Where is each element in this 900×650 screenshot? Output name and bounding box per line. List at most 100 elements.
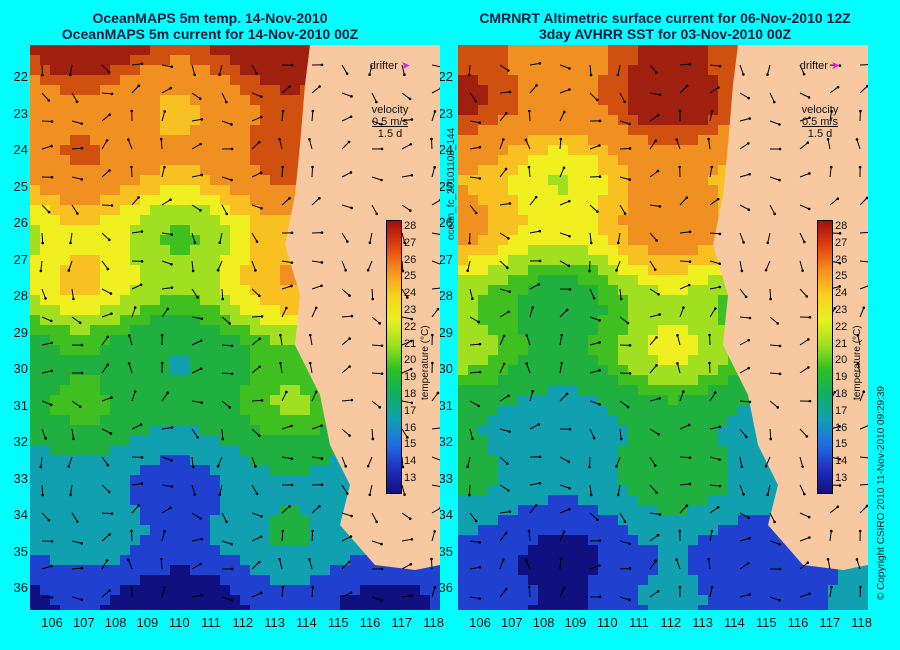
lat-tick-label: 34 [13,507,28,522]
colorbar-tick-label: 26 [404,253,417,266]
lat-tick-label: 36 [13,580,28,595]
colorbar-tick-label: 15 [404,438,417,451]
right-title: CMRNRT Altimetric surface current for 06… [455,10,875,42]
colorbar-tick-label: 17 [404,404,417,417]
right-legend: drifter ➤ velocity 0.5 m/s 1.5 d [770,60,870,140]
colorbar-tick-label: 15 [835,438,848,451]
lat-tick-label: 31 [13,397,28,413]
right-title-line2: 3day AVHRR SST for 03-Nov-2010 00Z [538,26,792,42]
left-colorbar-label: temperature (°C) [420,325,431,400]
colorbar-tick-label: 18 [835,388,848,400]
right-lon-axis: 106 107 108 109 110 111 112 113 114 115 116 117 118 [458,615,872,635]
copyright-text: © Copyright CSIRO 2010 11-Nov-2010 09:29… [876,386,887,600]
lon-tick-label: 112 [232,615,254,630]
lon-tick-label: 108 [532,615,555,630]
lat-tick-label: 27 [438,251,453,267]
lon-tick-label: 109 [564,615,587,630]
lon-tick-label: 116 [787,615,809,630]
lat-tick-label: 35 [13,543,28,559]
lon-tick-label: 114 [724,615,745,630]
colorbar-tick-label: 16 [404,421,417,434]
lat-tick-label: 30 [13,361,28,376]
right-title-line1: CMRNRT Altimetric surface current for 06… [479,10,851,26]
left-lon-axis: 106 107 108 109 110 111 112 113 114 115 116 117 118 [30,615,444,635]
lon-tick-label: 116 [359,615,381,630]
lat-tick-label: 23 [13,105,28,121]
lon-tick-label: 111 [629,615,649,630]
lat-tick-label: 35 [438,543,453,559]
velocity-duration-right: 1.5 d [807,128,833,140]
lon-tick-label: 117 [819,615,841,630]
colorbar-tick-label: 16 [835,421,848,434]
colorbar-tick-label: 21 [835,337,848,350]
colorbar-tick-label: 17 [835,404,848,417]
colorbar-tick-label: 22 [404,320,417,333]
lon-tick-label: 111 [201,615,221,630]
lat-tick-label: 29 [13,324,28,340]
lon-tick-label: 113 [264,615,285,630]
colorbar-tick-label: 24 [835,287,848,300]
velocity-duration: 1.5 d [377,128,403,140]
velocity-speed: 0.5 m/s [371,116,409,128]
lat-tick-label: 36 [438,580,453,595]
colorbar-tick-label: 14 [835,455,848,468]
lat-tick-label: 33 [438,470,453,486]
colorbar-tick-label: 13 [835,472,848,484]
colorbar-tick-label: 13 [404,472,417,484]
left-temperature-map [30,45,440,610]
drifter-icon: ➤ [400,60,411,72]
file-id-text: ocean_fc_20101108_144 [446,127,457,240]
lat-tick-label: 29 [438,324,453,340]
lon-tick-label: 112 [660,615,682,630]
velocity-label: velocity [371,104,409,116]
right-colorbar [817,220,833,494]
colorbar-tick-label: 26 [835,253,848,266]
lon-tick-label: 106 [41,615,63,630]
left-title-line2: OceanMAPS 5m current for 14-Nov-2010 00Z [61,26,359,42]
left-colorbar [386,220,402,494]
lat-tick-label: 28 [438,288,453,303]
lat-tick-label: 30 [438,361,453,376]
velocity-label-right: velocity [801,104,839,116]
lat-tick-label: 26 [438,215,453,230]
lon-tick-label: 109 [136,615,159,630]
colorbar-tick-label: 14 [404,455,417,468]
right-lat-axis: 22 23 24 25 26 27 28 29 30 31 32 33 34 35 36 [425,45,455,610]
lon-tick-label: 110 [596,615,618,630]
lon-tick-label: 107 [72,615,95,630]
lat-tick-label: 24 [13,142,28,157]
drifter-label-right: drifter ➤ [799,60,841,72]
colorbar-tick-label: 27 [835,236,848,249]
colorbar-tick-label: 18 [404,388,417,400]
lon-tick-label: 115 [327,615,349,630]
lon-tick-label: 108 [104,615,127,630]
lat-tick-label: 26 [13,215,28,230]
lat-tick-label: 33 [13,470,28,486]
colorbar-tick-label: 23 [404,304,417,316]
lat-tick-label: 24 [438,142,453,157]
lat-tick-label: 22 [438,69,453,84]
lat-tick-label: 23 [438,105,453,121]
lat-tick-label: 32 [438,434,453,449]
colorbar-tick-label: 22 [835,320,848,333]
lat-tick-label: 28 [13,288,28,303]
lon-tick-label: 118 [851,615,872,630]
lon-tick-label: 117 [391,615,413,630]
lon-tick-label: 107 [500,615,523,630]
drifter-icon: ➤ [830,60,841,72]
right-colorbar-label: temperature (°C) [852,325,863,400]
lon-tick-label: 106 [469,615,491,630]
colorbar-tick-label: 25 [835,270,848,283]
lat-tick-label: 32 [13,434,28,449]
lat-tick-label: 25 [13,178,28,194]
colorbar-tick-label: 20 [835,354,848,367]
lon-tick-label: 115 [755,615,777,630]
left-legend: drifter ➤ velocity 0.5 m/s 1.5 d [340,60,440,140]
lon-tick-label: 114 [296,615,317,630]
colorbar-tick-label: 23 [835,304,848,316]
colorbar-tick-label: 19 [404,371,417,384]
lat-tick-label: 22 [13,69,28,84]
lon-tick-label: 110 [168,615,190,630]
colorbar-tick-label: 28 [404,220,417,232]
colorbar-tick-label: 28 [835,220,848,232]
